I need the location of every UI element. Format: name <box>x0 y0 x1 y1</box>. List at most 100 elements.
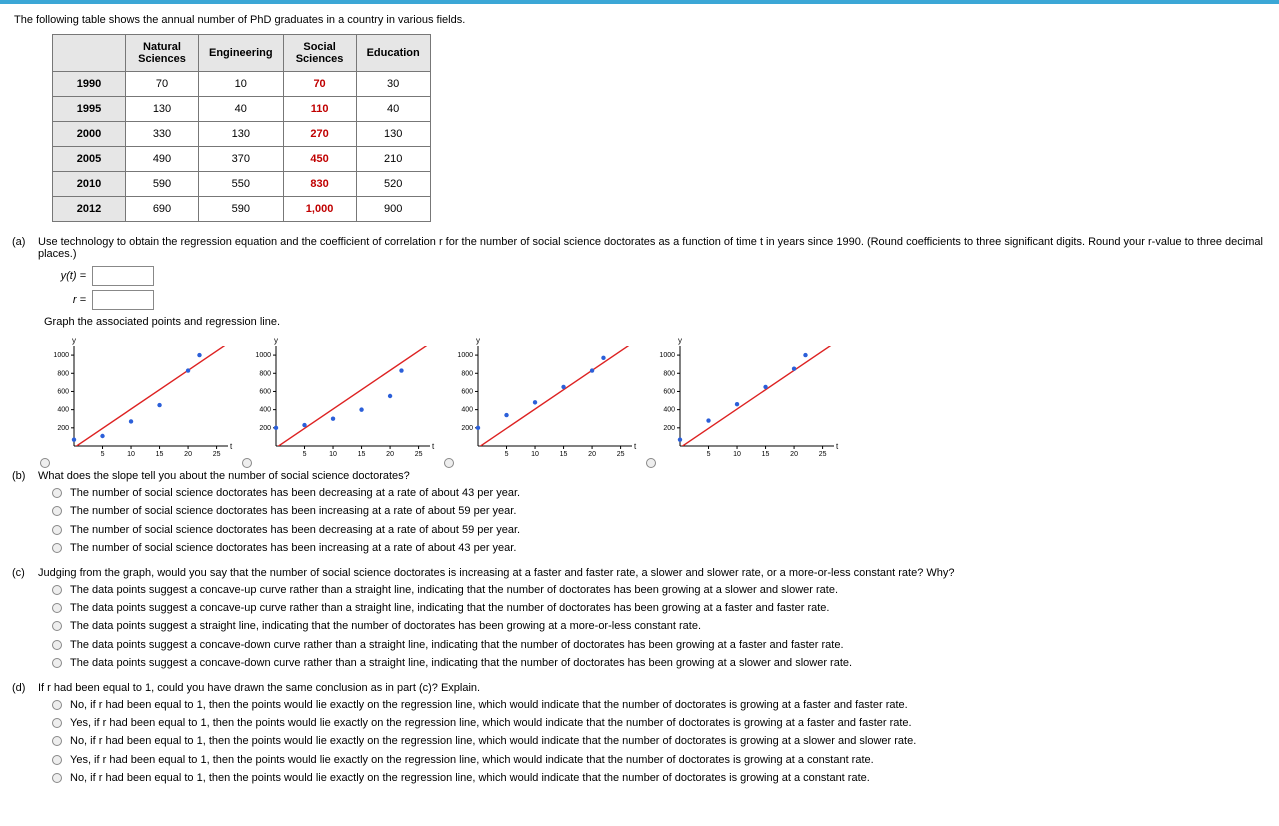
radio-icon[interactable] <box>52 736 62 746</box>
table-cell: 70 <box>126 72 199 97</box>
radio-icon[interactable] <box>52 525 62 535</box>
table-row: 20126905901,000900 <box>53 197 431 222</box>
graph-intro: Graph the associated points and regressi… <box>44 316 1267 328</box>
graph-option: yt2004006008001000510152025 <box>448 334 638 464</box>
option-label: The number of social science doctorates … <box>70 486 520 501</box>
svg-text:10: 10 <box>329 451 337 458</box>
table-cell: 210 <box>356 147 430 172</box>
radio-icon[interactable] <box>444 458 454 468</box>
table-cell: 130 <box>356 122 430 147</box>
table-cell: 550 <box>199 172 284 197</box>
scatter-chart: yt2004006008001000510152025 <box>448 334 638 464</box>
option-label: The number of social science doctorates … <box>70 523 520 538</box>
table-cell: 900 <box>356 197 430 222</box>
svg-text:y: y <box>476 336 480 345</box>
option-label: The data points suggest a concave-down c… <box>70 638 844 653</box>
table-cell: 40 <box>199 97 284 122</box>
svg-text:400: 400 <box>663 407 675 414</box>
graph-option: yt2004006008001000510152025 <box>44 334 234 464</box>
option-row: The data points suggest a concave-up cur… <box>52 583 1267 598</box>
radio-icon[interactable] <box>242 458 252 468</box>
table-cell: 1,000 <box>283 197 356 222</box>
radio-icon[interactable] <box>52 603 62 613</box>
table-row: 2010590550830520 <box>53 172 431 197</box>
svg-text:5: 5 <box>101 451 105 458</box>
svg-text:20: 20 <box>588 451 596 458</box>
table-row-year: 2000 <box>53 122 126 147</box>
svg-text:25: 25 <box>617 451 625 458</box>
table-row-year: 1990 <box>53 72 126 97</box>
part-b-label: (b) <box>12 470 38 482</box>
svg-text:600: 600 <box>57 388 69 395</box>
svg-text:600: 600 <box>259 388 271 395</box>
svg-text:1000: 1000 <box>659 352 675 359</box>
table-cell: 370 <box>199 147 284 172</box>
table-col-header: Education <box>356 35 430 72</box>
svg-text:800: 800 <box>663 370 675 377</box>
svg-text:800: 800 <box>57 370 69 377</box>
option-label: The data points suggest a straight line,… <box>70 619 701 634</box>
part-d-options: No, if r had been equal to 1, then the p… <box>52 698 1267 787</box>
svg-text:15: 15 <box>156 451 164 458</box>
svg-text:1000: 1000 <box>53 352 69 359</box>
radio-icon[interactable] <box>646 458 656 468</box>
eq-yt-lhs: y(t) = <box>44 270 86 282</box>
option-label: The number of social science doctorates … <box>70 504 516 519</box>
table-cell: 30 <box>356 72 430 97</box>
radio-icon[interactable] <box>52 658 62 668</box>
option-label: The data points suggest a concave-down c… <box>70 656 852 671</box>
eq-yt: y(t) = <box>44 266 1267 286</box>
svg-text:5: 5 <box>303 451 307 458</box>
part-c: (c) Judging from the graph, would you sa… <box>12 567 1267 579</box>
svg-text:y: y <box>72 336 76 345</box>
svg-text:15: 15 <box>762 451 770 458</box>
radio-icon[interactable] <box>52 640 62 650</box>
table-cell: 10 <box>199 72 284 97</box>
svg-text:1000: 1000 <box>457 352 473 359</box>
table-corner <box>53 35 126 72</box>
radio-icon[interactable] <box>52 755 62 765</box>
radio-icon[interactable] <box>52 585 62 595</box>
radio-icon[interactable] <box>52 488 62 498</box>
svg-text:15: 15 <box>560 451 568 458</box>
radio-icon[interactable] <box>52 506 62 516</box>
svg-text:25: 25 <box>213 451 221 458</box>
radio-icon[interactable] <box>52 621 62 631</box>
svg-text:t: t <box>230 442 233 451</box>
table-row-year: 1995 <box>53 97 126 122</box>
svg-text:20: 20 <box>184 451 192 458</box>
option-row: The data points suggest a concave-down c… <box>52 656 1267 671</box>
table-cell: 40 <box>356 97 430 122</box>
table-cell: 130 <box>199 122 284 147</box>
table-cell: 690 <box>126 197 199 222</box>
option-row: Yes, if r had been equal to 1, then the … <box>52 753 1267 768</box>
radio-icon[interactable] <box>40 458 50 468</box>
radio-icon[interactable] <box>52 700 62 710</box>
table-cell: 490 <box>126 147 199 172</box>
option-row: The number of social science doctorates … <box>52 486 1267 501</box>
scatter-chart: yt2004006008001000510152025 <box>44 334 234 464</box>
r-input[interactable] <box>92 290 154 310</box>
part-c-label: (c) <box>12 567 38 579</box>
option-row: No, if r had been equal to 1, then the p… <box>52 771 1267 786</box>
graph-row: yt2004006008001000510152025yt20040060080… <box>44 334 1267 464</box>
svg-text:t: t <box>634 442 637 451</box>
part-a-prompt: Use technology to obtain the regression … <box>38 236 1267 260</box>
graph-option: yt2004006008001000510152025 <box>650 334 840 464</box>
svg-text:10: 10 <box>531 451 539 458</box>
radio-icon[interactable] <box>52 543 62 553</box>
radio-icon[interactable] <box>52 773 62 783</box>
scatter-chart: yt2004006008001000510152025 <box>246 334 436 464</box>
yt-input[interactable] <box>92 266 154 286</box>
svg-text:200: 200 <box>663 425 675 432</box>
table-row: 199070107030 <box>53 72 431 97</box>
content-area: The following table shows the annual num… <box>0 4 1279 826</box>
table-cell: 330 <box>126 122 199 147</box>
svg-text:5: 5 <box>505 451 509 458</box>
svg-text:10: 10 <box>733 451 741 458</box>
part-d: (d) If r had been equal to 1, could you … <box>12 682 1267 694</box>
eq-r-lhs: r = <box>44 294 86 306</box>
radio-icon[interactable] <box>52 718 62 728</box>
intro-text: The following table shows the annual num… <box>14 14 1267 26</box>
svg-text:400: 400 <box>259 407 271 414</box>
